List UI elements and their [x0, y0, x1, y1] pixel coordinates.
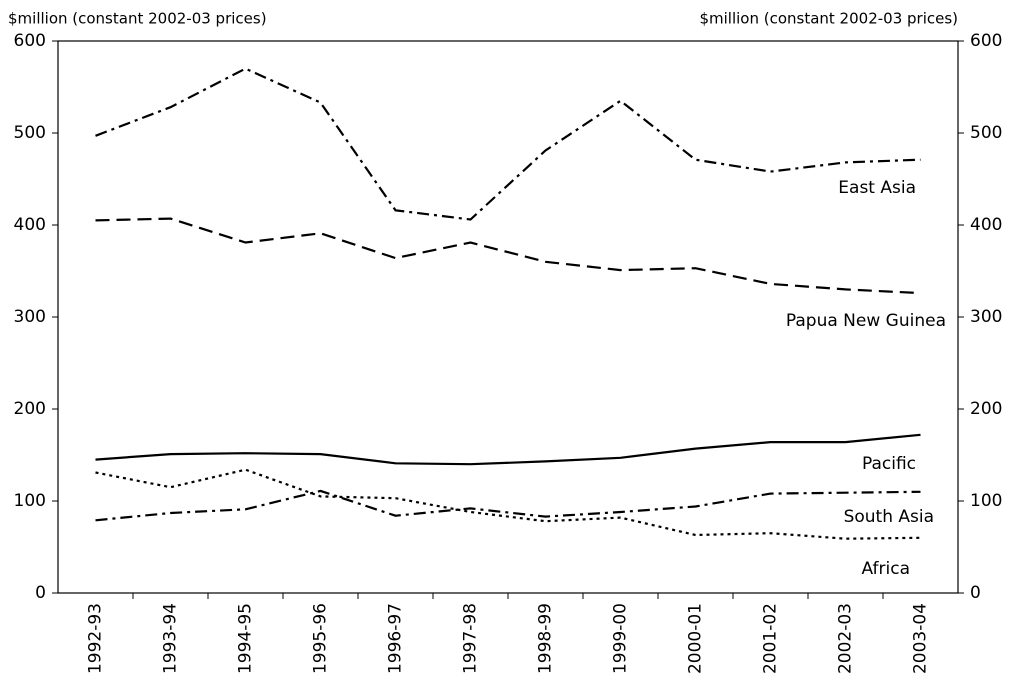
x-tick-label: 1998-99 [536, 603, 556, 674]
y-tick-label: 300 [14, 307, 46, 327]
x-tick-label: 2003-04 [911, 603, 931, 674]
y2-tick-label: 100 [970, 491, 1002, 511]
x-tick-label: 1997-98 [461, 603, 481, 674]
series-label: Pacific [862, 454, 916, 474]
y-tick-label: 100 [14, 491, 46, 511]
y2-tick-label: 300 [970, 307, 1002, 327]
x-tick-label: 1993-94 [161, 603, 181, 674]
x-tick-label: 2001-02 [761, 603, 781, 674]
series-line [95, 468, 921, 540]
series-label: South Asia [844, 507, 934, 527]
series-label: Africa [862, 559, 911, 579]
x-tick-label: 1992-93 [86, 603, 106, 674]
y-tick-label: 0 [35, 583, 46, 603]
series-line [95, 433, 921, 466]
series-label: Papua New Guinea [786, 311, 946, 331]
x-tick-label: 2002-03 [836, 603, 856, 674]
y2-tick-label: 200 [970, 399, 1002, 419]
x-tick-label: 2000-01 [686, 603, 706, 674]
y-tick-label: 200 [14, 399, 46, 419]
y2-axis-label: $million (constant 2002-03 prices) [699, 10, 958, 28]
y2-tick-label: 0 [970, 583, 981, 603]
y-axis-label: $million (constant 2002-03 prices) [8, 10, 267, 28]
series-line [95, 67, 921, 221]
y2-tick-label: 400 [970, 215, 1002, 235]
x-tick-label: 1995-96 [311, 603, 331, 674]
y2-tick-label: 500 [970, 123, 1002, 143]
y2-tick-label: 600 [970, 31, 1002, 51]
x-tick-label: 1996-97 [386, 603, 406, 674]
x-tick-label: 1999-00 [611, 603, 631, 674]
x-tick-label: 1994-95 [236, 603, 256, 674]
series-line [95, 489, 921, 522]
y-tick-label: 400 [14, 215, 46, 235]
y-tick-label: 500 [14, 123, 46, 143]
series-line [95, 217, 921, 295]
series-label: East Asia [838, 178, 916, 198]
y-tick-label: 600 [14, 31, 46, 51]
